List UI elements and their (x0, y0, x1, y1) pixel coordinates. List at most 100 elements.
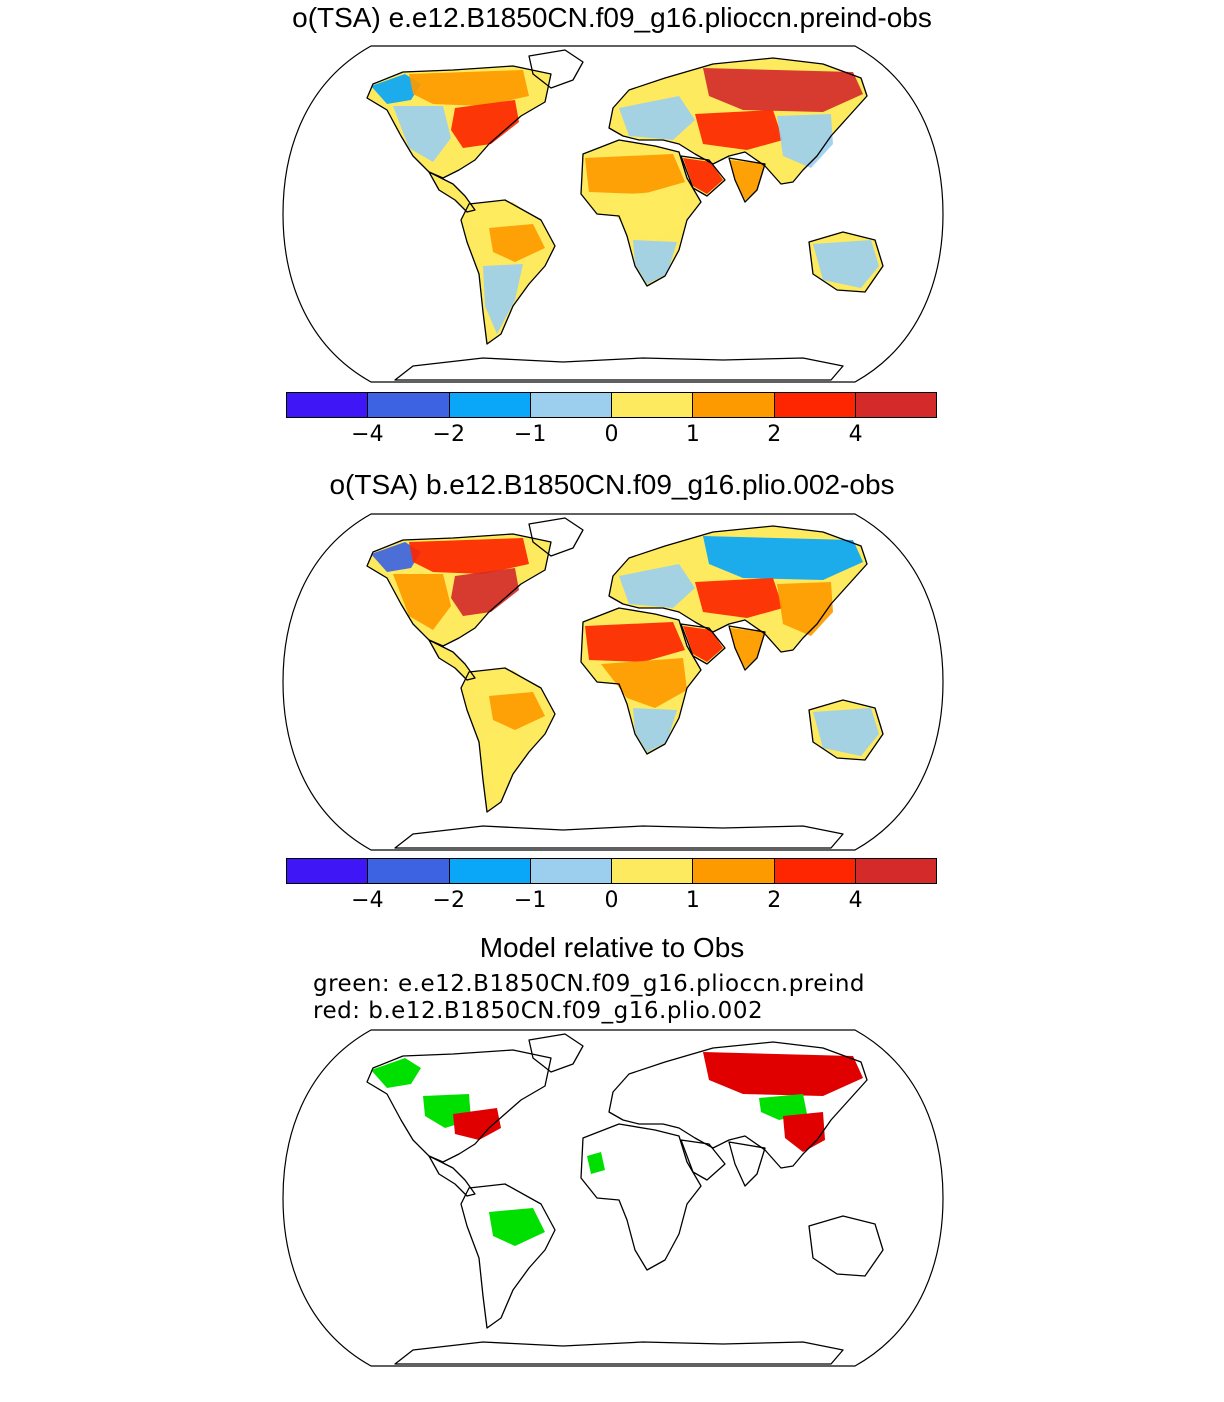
panel2-map (282, 513, 944, 851)
coastlines (366, 517, 884, 849)
coastline-greenland (528, 517, 584, 557)
region-fills (371, 1052, 863, 1246)
coastline-arabia (680, 155, 726, 197)
coastline-africa (580, 1123, 702, 1271)
coastline-south-america (460, 199, 556, 345)
coastline-greenland (528, 1033, 584, 1073)
coastline-africa (580, 607, 702, 755)
colorbar-tick-label: 0 (604, 422, 619, 447)
coastline-eurasia (608, 1041, 868, 1169)
coastline-india (728, 157, 766, 203)
colorbar-cell (449, 393, 531, 417)
panel3-map (282, 1029, 944, 1367)
region-cell-western-united-states (393, 106, 451, 162)
region-cell-central-asia (695, 578, 783, 618)
region-cell-south-america-south (483, 264, 523, 334)
colorbar-tick-label: −1 (513, 888, 547, 913)
region-cell-sahara (585, 154, 685, 194)
region-cell-central-africa (601, 190, 687, 240)
region-cell-west-africa-coast (587, 1152, 605, 1174)
region-cell-sahara (585, 622, 685, 662)
coastline-central-america (428, 1155, 476, 1197)
colorbar-cell (855, 859, 936, 883)
region-cell-siberia (703, 68, 863, 112)
colorbar-tick-label: 1 (685, 888, 700, 913)
region-cell-central-asia (695, 110, 783, 150)
panel1-colorbar: −4 −2 −1 0 1 2 4 (286, 392, 937, 452)
colorbar-tick-label: 2 (767, 888, 782, 913)
coastline-south-america (460, 667, 556, 813)
coastline-arabia (680, 623, 726, 665)
colorbar-cell (368, 393, 450, 417)
region-cell-arabia (683, 626, 723, 662)
region-cell-amazon (489, 692, 545, 730)
region-cell-europe (619, 564, 695, 608)
colorbar-tick-label: −2 (432, 888, 465, 913)
colorbar-cell (368, 859, 450, 883)
region-cell-south-asia (729, 628, 765, 668)
colorbar-cell (287, 393, 369, 417)
colorbar-cell (612, 859, 694, 883)
coastline-north-america (366, 533, 552, 647)
region-cell-siberia (703, 536, 863, 580)
panel1-title: o(TSA) e.e12.B1850CN.f09_g16.plioccn.pre… (292, 2, 932, 33)
panel1-map (282, 45, 944, 383)
colorbar-cell (449, 859, 531, 883)
colorbar-tick-label: −4 (351, 888, 384, 913)
region-cell-amazon (489, 224, 545, 262)
region-cell-alaska (371, 542, 421, 572)
colorbar-tick-label: 4 (848, 422, 863, 447)
colorbar-cell (774, 859, 856, 883)
region-fills (367, 526, 883, 812)
colorbar-cells (286, 858, 937, 884)
coastline-india (728, 1141, 766, 1187)
region-cell-siberia (703, 1052, 863, 1096)
coastline-india (728, 625, 766, 671)
coastline-north-america (366, 1049, 552, 1163)
green-legend-label: green: e.e12.B1850CN.f09_g16.plioccn.pre… (313, 971, 866, 997)
region-cell-alaska (371, 1058, 421, 1088)
region-cell-east-asia (777, 114, 833, 168)
region-cell-canada (409, 70, 529, 106)
panel2-colorbar: −4 −2 −1 0 1 2 4 (286, 858, 937, 918)
region-cell-arabia (683, 158, 723, 194)
red-legend-label: red: b.e12.B1850CN.f09_g16.plio.002 (313, 998, 764, 1024)
region-cell-central-africa (601, 658, 687, 708)
coastlines (366, 1033, 884, 1365)
region-cell-eastern-united-states (453, 1108, 501, 1140)
colorbar-cell (530, 859, 612, 883)
colorbar-cell (693, 859, 775, 883)
coastline-eurasia (608, 525, 868, 653)
coastline-eurasia (608, 57, 868, 185)
coastline-antarctica (394, 825, 844, 849)
region-cell-western-united-states (393, 574, 451, 630)
colorbar-cell (612, 393, 694, 417)
coastline-central-america (428, 171, 476, 213)
colorbar-tick-label: −1 (513, 422, 547, 447)
region-cell-europe (619, 96, 695, 140)
region-cell-south-america-south (483, 732, 523, 802)
coastline-africa (580, 139, 702, 287)
region-cell-south-asia (729, 160, 765, 200)
region-cell-australia (813, 708, 879, 756)
colorbar-cell (530, 393, 612, 417)
coastline-antarctica (394, 1341, 844, 1365)
region-cell-mongolia (759, 1094, 807, 1120)
colorbar-tick-label: −4 (351, 422, 384, 447)
colorbar-tick-label: −2 (432, 422, 465, 447)
region-cell-east-asia (777, 582, 833, 636)
coastline-arabia (680, 1139, 726, 1181)
coastline-antarctica (394, 357, 844, 381)
panel3-title: Model relative to Obs (479, 932, 745, 963)
coastline-australia (808, 231, 884, 293)
colorbar-cell (287, 859, 369, 883)
region-cell-alaska (371, 74, 421, 104)
colorbar-cells (286, 392, 937, 418)
colorbar-tick-label: 4 (848, 888, 863, 913)
colorbar-cell (693, 393, 775, 417)
region-cell-australia (813, 240, 879, 288)
coastline-central-america (428, 639, 476, 681)
colorbar-tick-label: 1 (685, 422, 700, 447)
coastline-north-america (366, 65, 552, 179)
colorbar-tick-label: 2 (767, 422, 782, 447)
